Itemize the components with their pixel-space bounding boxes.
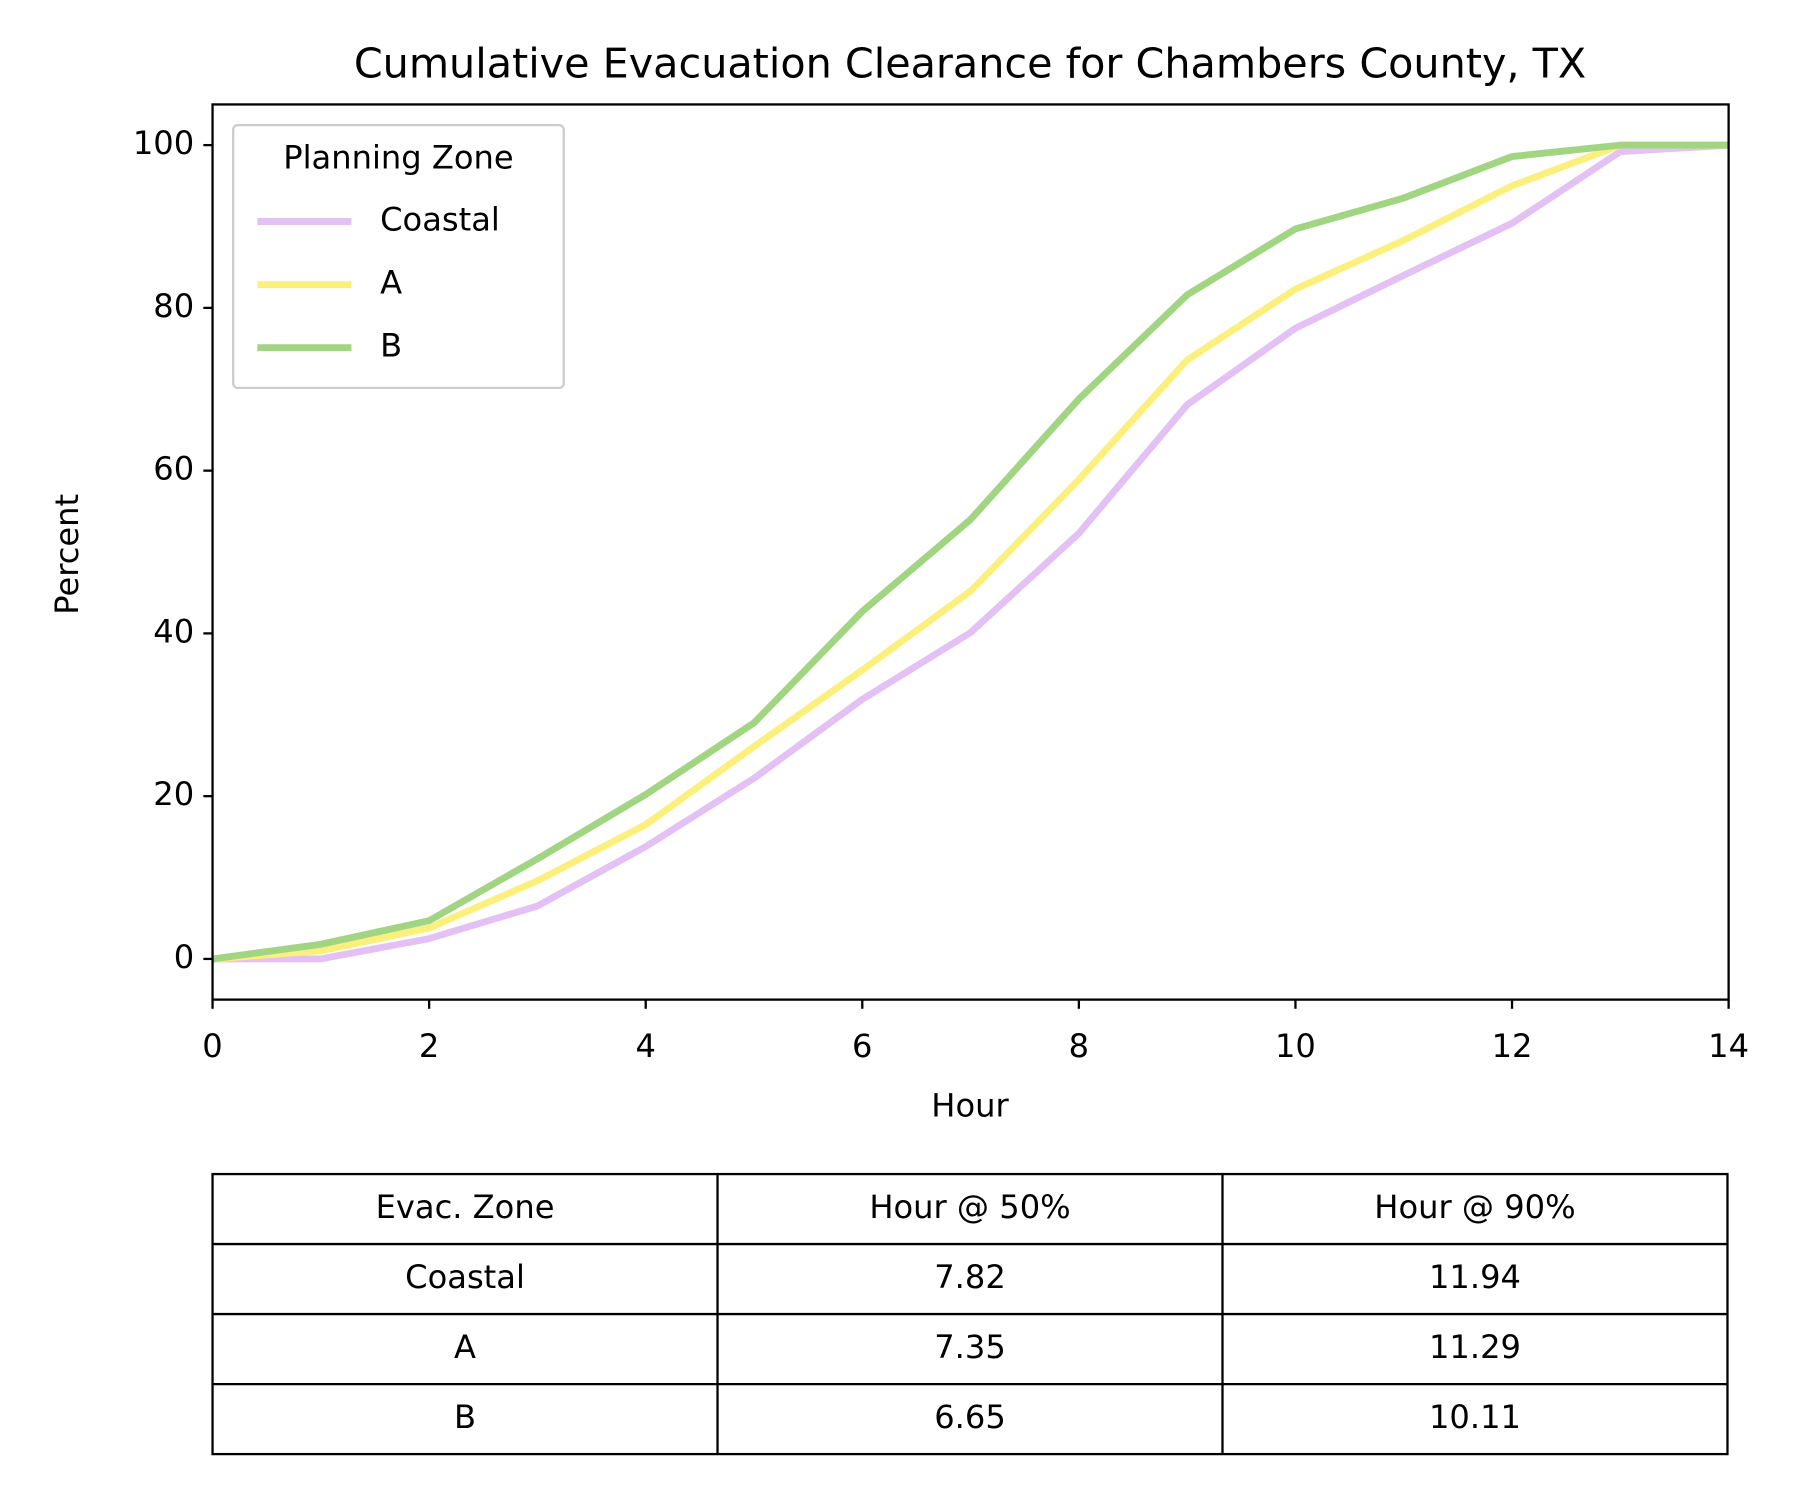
x-tick-label: 12 bbox=[1492, 1027, 1533, 1065]
x-tick-label: 10 bbox=[1275, 1027, 1316, 1065]
table-cell: 7.35 bbox=[934, 1328, 1006, 1366]
plot-frame bbox=[211, 103, 1730, 1001]
legend-label: A bbox=[380, 264, 402, 302]
y-axis-label: Percent bbox=[48, 494, 86, 615]
series-line bbox=[212, 141, 1729, 963]
chart-title: Cumulative Evacuation Clearance for Cham… bbox=[354, 40, 1586, 88]
table-cell: 10.11 bbox=[1429, 1398, 1521, 1436]
y-tick-label: 60 bbox=[153, 450, 194, 488]
x-tick-label: 14 bbox=[1708, 1027, 1749, 1065]
y-tick-label: 20 bbox=[153, 775, 194, 813]
x-tick-label: 6 bbox=[852, 1027, 872, 1065]
table-cell: 6.65 bbox=[934, 1398, 1006, 1436]
legend-box bbox=[232, 123, 565, 390]
x-tick-label: 2 bbox=[419, 1027, 439, 1065]
x-tick-label: 0 bbox=[202, 1027, 222, 1065]
table-cell: Coastal bbox=[405, 1258, 525, 1296]
series-line bbox=[212, 141, 1729, 963]
table-cell: A bbox=[454, 1328, 476, 1366]
y-tick-label: 40 bbox=[153, 612, 194, 650]
legend-label: B bbox=[380, 327, 402, 365]
x-axis-label: Hour bbox=[931, 1086, 1009, 1124]
legend-title: Planning Zone bbox=[283, 139, 513, 177]
x-tick-label: 8 bbox=[1069, 1027, 1089, 1065]
series-line bbox=[212, 141, 1729, 963]
table-cell: 11.29 bbox=[1429, 1328, 1521, 1366]
table-header: Hour @ 90% bbox=[1374, 1188, 1575, 1226]
table-cell: 11.94 bbox=[1429, 1258, 1521, 1296]
table-cell: 7.82 bbox=[934, 1258, 1006, 1296]
y-tick-label: 80 bbox=[153, 287, 194, 325]
legend-label: Coastal bbox=[380, 200, 500, 238]
y-tick-label: 100 bbox=[133, 124, 194, 162]
x-tick-label: 4 bbox=[635, 1027, 655, 1065]
y-tick-label: 0 bbox=[174, 938, 194, 976]
table-cell: B bbox=[454, 1398, 476, 1436]
table-header: Evac. Zone bbox=[376, 1188, 555, 1226]
table-header: Hour @ 50% bbox=[869, 1188, 1070, 1226]
